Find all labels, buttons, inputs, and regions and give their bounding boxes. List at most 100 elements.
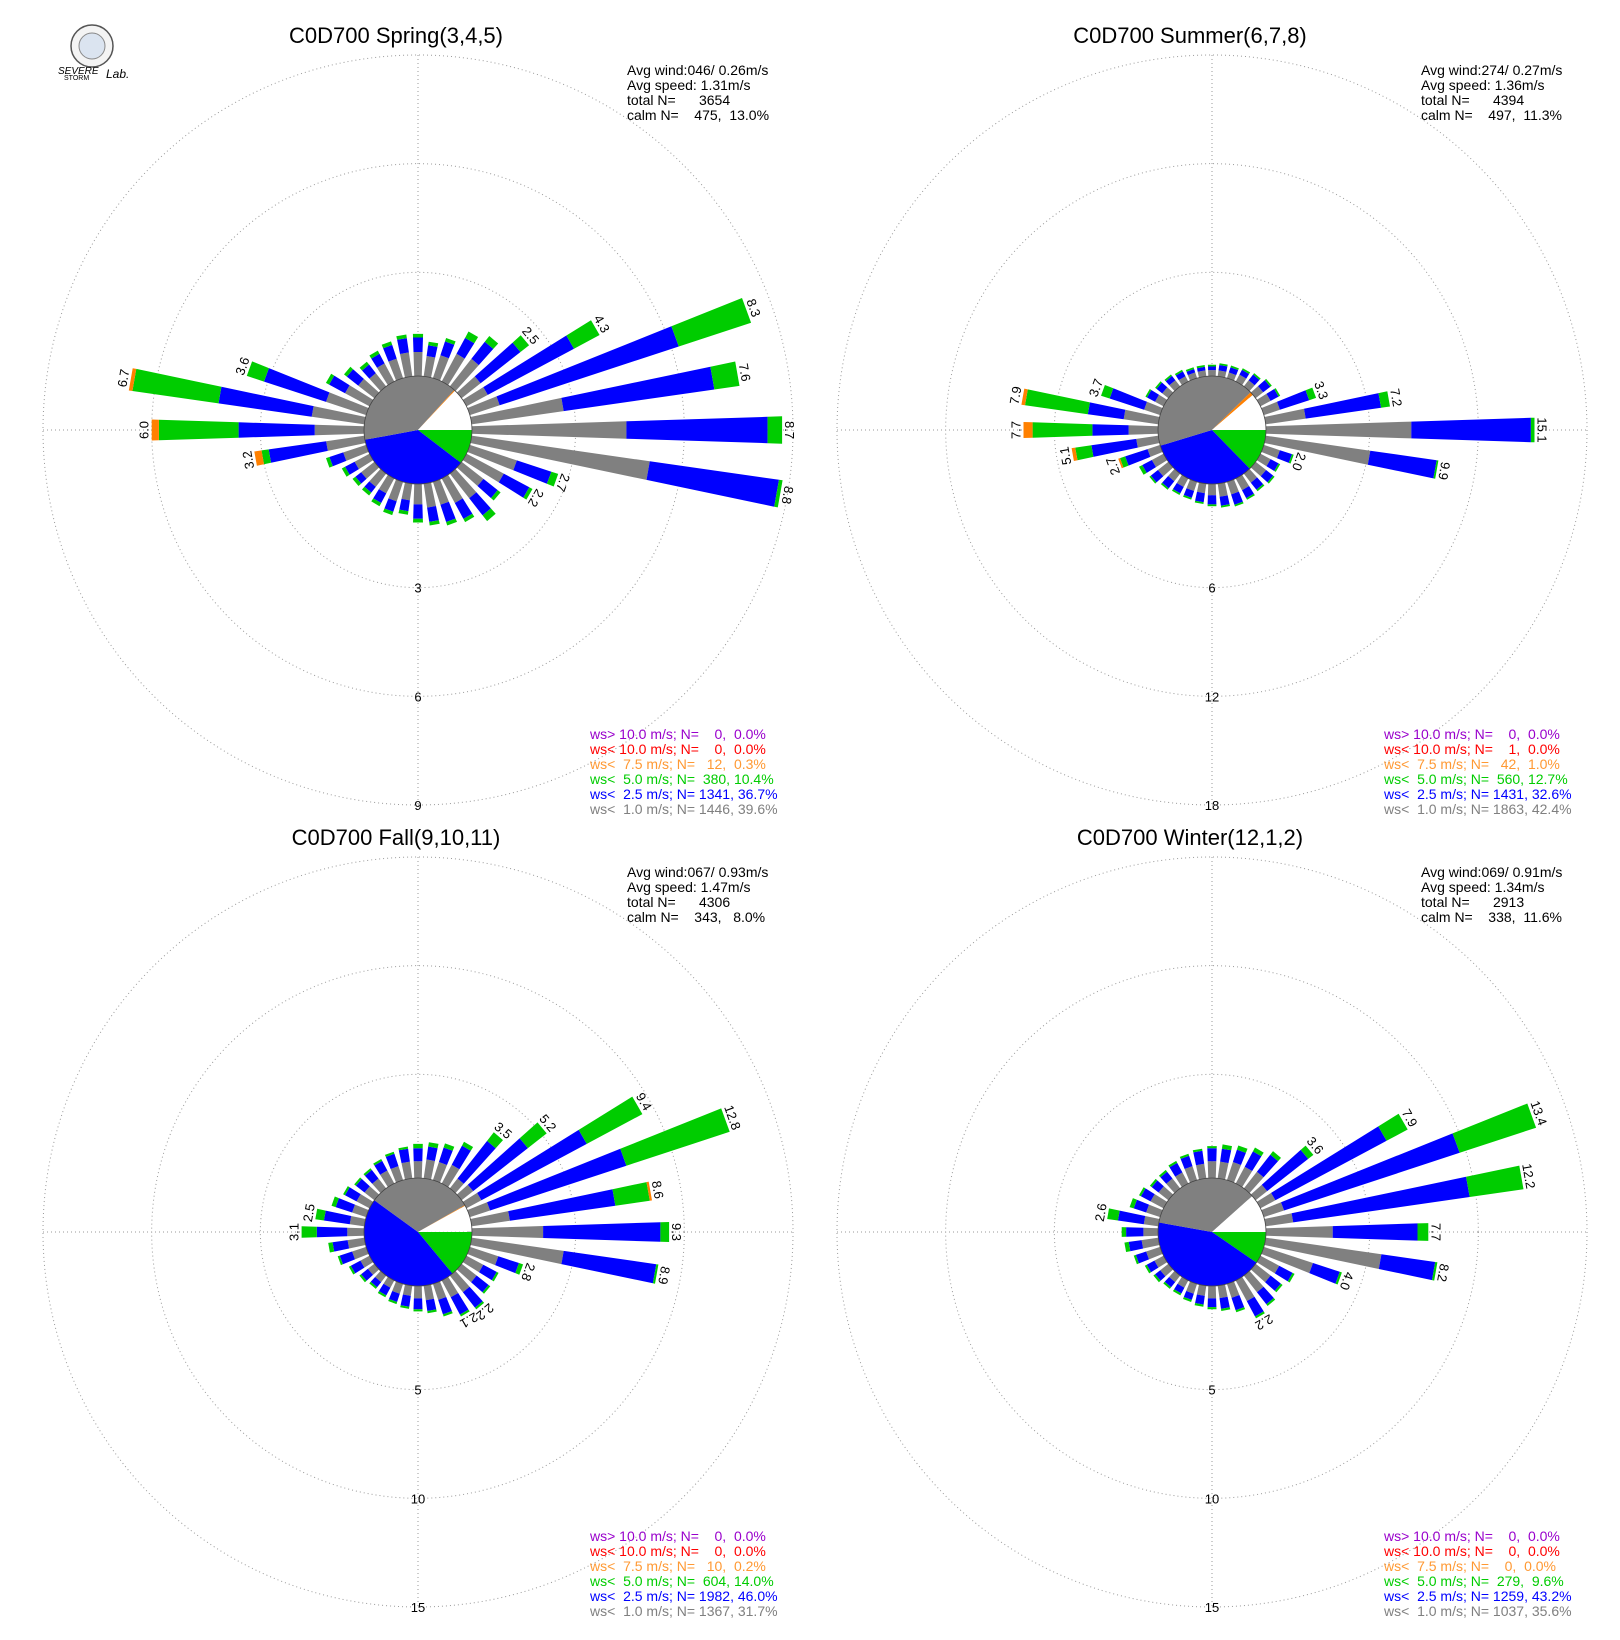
petal-label: 8.8	[779, 485, 797, 505]
pie-slice	[363, 375, 455, 440]
petal-segment	[337, 1255, 343, 1266]
legend-label: ws< 1.0 m/s; N= 1446,	[589, 801, 738, 817]
petal-segment	[1160, 1171, 1173, 1184]
petal-segment	[1274, 463, 1281, 472]
petal-label: 2.6	[1092, 1202, 1110, 1222]
petal-label: 8.6	[649, 1180, 667, 1200]
petal-segment	[446, 465, 477, 499]
petal-segment	[1129, 1198, 1137, 1209]
petal-segment	[487, 1148, 627, 1211]
petal-segment	[413, 1148, 423, 1162]
petal-label: 7.7	[1428, 1223, 1443, 1241]
legend-label: ws< 1.0 m/s; N= 1037,	[1383, 1603, 1532, 1619]
petal-segment	[362, 486, 372, 496]
stat-line: calm N= 497, 11.3%	[1421, 107, 1562, 123]
petal-segment	[1221, 1307, 1231, 1311]
petal-segment	[384, 498, 397, 512]
chart-title: C0D700 Summer(6,7,8)	[1073, 23, 1307, 48]
legend-percent: 39.6%	[738, 801, 778, 817]
petal-segment	[1411, 417, 1531, 443]
petal-segment	[1256, 1286, 1274, 1305]
petal-segment	[359, 361, 370, 371]
legend-entry: ws< 2.5 m/s; N= 1982, 46.0%	[589, 1588, 778, 1604]
petal-segment	[363, 1168, 372, 1176]
petal-segment	[362, 364, 376, 379]
petal-segment	[1378, 391, 1390, 408]
petal-segment	[482, 1285, 491, 1294]
pie-slice	[1158, 376, 1251, 446]
petal-segment	[1433, 460, 1439, 479]
petal-segment	[458, 451, 504, 483]
petal-segment	[453, 376, 481, 402]
logo: SEVERE STORM Lab.	[58, 24, 129, 82]
petal-segment	[523, 487, 533, 500]
petal-segment	[1207, 1307, 1217, 1310]
ring-label: 10	[411, 1491, 425, 1506]
petal-segment	[1207, 495, 1217, 505]
petal-segment	[377, 1291, 387, 1298]
legend-entry: ws> 10.0 m/s; N= 0, 0.0%	[1383, 726, 1560, 742]
petal-segment	[1259, 1213, 1294, 1227]
legend-entry: ws< 5.0 m/s; N= 560, 12.7%	[1383, 771, 1568, 787]
stat-line: Avg speed: 1.47m/s	[627, 879, 750, 895]
petal-segment	[343, 443, 374, 461]
petal-segment	[482, 508, 496, 522]
petal-segment	[1246, 1296, 1264, 1317]
pie-outline	[1157, 1177, 1267, 1287]
petal-segment	[660, 1222, 670, 1242]
legend-label: ws> 10.0 m/s; N= 0,	[589, 726, 734, 742]
legend-percent: 9.6%	[1532, 1573, 1564, 1589]
petal-segment	[1155, 381, 1162, 389]
stat-line: total N= 4394	[1421, 92, 1524, 108]
pie-slice	[418, 390, 472, 430]
legend-entry: ws> 10.0 m/s; N= 0, 0.0%	[1383, 1528, 1560, 1544]
petal-segment	[323, 1210, 352, 1225]
petal-segment	[465, 1237, 564, 1265]
petal-segment	[454, 498, 473, 519]
petal-segment	[495, 1256, 519, 1274]
petal-label: 4.0	[1337, 1270, 1357, 1292]
stat-line: calm N= 338, 11.6%	[1421, 909, 1562, 925]
petal-segment	[1158, 1169, 1168, 1178]
petal-segment	[1145, 389, 1152, 398]
legend-label: ws> 10.0 m/s; N= 0,	[589, 1528, 734, 1544]
petal-segment	[1142, 460, 1156, 473]
petal-segment	[332, 1240, 350, 1252]
petal-segment	[1123, 409, 1165, 425]
pie-slice	[1212, 392, 1253, 430]
petal-segment	[364, 481, 376, 493]
legend-percent: 0.0%	[1528, 726, 1560, 742]
petal-segment	[1261, 1149, 1309, 1192]
petal-segment	[413, 518, 423, 523]
legend-percent: 0.0%	[1528, 741, 1560, 757]
petal-segment	[1266, 389, 1279, 401]
petal-segment	[1378, 1113, 1408, 1141]
calm-percent: 11.3%	[1523, 107, 1562, 123]
legend-percent: 0.0%	[734, 1528, 766, 1544]
petal-segment	[1220, 504, 1230, 508]
petal-segment	[1367, 450, 1437, 479]
petal-segment	[1207, 364, 1217, 367]
petal-segment	[487, 1132, 503, 1149]
legend-label: ws< 5.0 m/s; N= 560,	[1383, 771, 1528, 787]
petal-segment	[1155, 1270, 1166, 1281]
petal-segment	[1092, 424, 1129, 436]
petal-segment	[1261, 421, 1412, 439]
petal-segment	[316, 1226, 348, 1238]
petal-segment	[1274, 1283, 1283, 1293]
petal-segment	[445, 338, 456, 345]
petal-segment	[315, 1208, 326, 1221]
petal-label: 2.5	[300, 1203, 318, 1223]
petal-segment	[1101, 385, 1114, 399]
petal-segment	[462, 1245, 499, 1266]
petal-segment	[1120, 456, 1129, 468]
petal-segment	[508, 1189, 616, 1221]
petal-segment	[456, 337, 475, 359]
petal-segment	[1128, 425, 1163, 435]
petal-segment	[1032, 422, 1093, 438]
petal-segment	[1193, 1150, 1205, 1166]
petal-segment	[1126, 1227, 1144, 1237]
petal-segment	[218, 386, 314, 417]
calm-percent: 11.6%	[1523, 909, 1562, 925]
petal-segment	[465, 435, 650, 480]
